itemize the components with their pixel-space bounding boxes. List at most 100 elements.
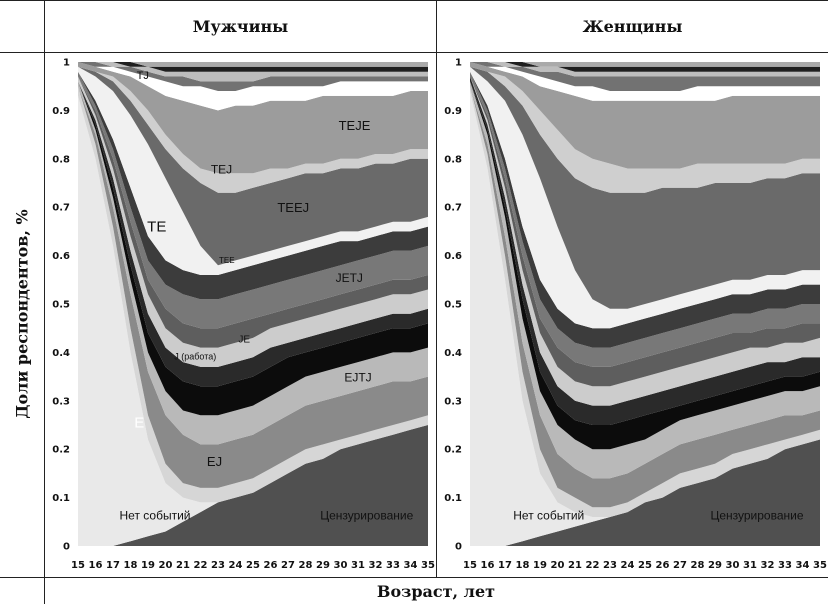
series-area-0-14: [78, 62, 428, 174]
x-tick-label: 15: [71, 560, 85, 571]
x-tick-label: 25: [638, 560, 652, 571]
series-area-0-0: [78, 396, 428, 546]
chart-men: 0 0.1 0.2 0.3 0.4 0.5 0.6 0.7 0.8 0.9 1 15 16 17 18 19 2…: [52, 58, 435, 572]
x-tick-label: 19: [141, 560, 155, 571]
x-tick-label: 34: [404, 560, 418, 571]
x-tick-label: 18: [516, 560, 530, 571]
top-border: [0, 0, 828, 1]
series-label: TEEJ: [277, 200, 309, 215]
y-tick-label: 0.6: [444, 251, 462, 262]
series-label: Цензурирование: [320, 508, 413, 522]
x-tick-label: 16: [481, 560, 495, 571]
series-area-0-18: [78, 62, 428, 72]
x-tick-label: 25: [246, 560, 260, 571]
series-label: TEJ: [211, 162, 232, 176]
x-tick-label: 33: [386, 560, 400, 571]
y-tick-label: 0.8: [444, 154, 462, 165]
series-area-1-0: [470, 425, 820, 546]
y-tick-label: 0.3: [444, 396, 462, 407]
series-label: Нет событий: [120, 508, 191, 522]
y-axis-title-text: Доли респондентов, %: [12, 209, 32, 419]
series-area-1-11: [470, 66, 820, 329]
x-tick-label: 15: [463, 560, 477, 571]
series-label: EJ: [207, 454, 222, 469]
series-area-1-15: [470, 62, 820, 101]
x-tick-label: 21: [568, 560, 582, 571]
x-tick-label: 24: [621, 560, 635, 571]
x-tick-label: 31: [351, 560, 365, 571]
x-tick-label: 32: [761, 560, 775, 571]
y-tick-label: 0.9: [52, 106, 70, 117]
series-area-0-13: [78, 66, 428, 193]
y-tick-label: 0.1: [52, 493, 70, 504]
series-label: JETJ: [336, 271, 363, 285]
y-tick-label: 0.1: [444, 493, 462, 504]
y-tick-label: 0.7: [444, 203, 462, 214]
y-tick-label: 0.9: [444, 106, 462, 117]
series-area-1-12: [470, 66, 820, 309]
y-tick-label: 0.3: [52, 396, 70, 407]
center-column-divider: [436, 0, 437, 577]
x-tick-label: 20: [551, 560, 565, 571]
panel-title-right: Женщины: [582, 16, 683, 36]
x-tick-label: 19: [533, 560, 547, 571]
series-area-0-10: [78, 71, 428, 300]
x-tick-label: 31: [743, 560, 757, 571]
series-label: TEJE: [339, 118, 371, 133]
x-tick-label: 28: [299, 560, 313, 571]
y-tick-label: 0.4: [444, 348, 462, 359]
x-tick-label: 33: [778, 560, 792, 571]
y-tick-label: 0.8: [52, 154, 70, 165]
y-tick-label: 1: [63, 58, 70, 69]
series-label: JE: [238, 335, 250, 346]
y-tick-label: 0.2: [52, 445, 70, 456]
series-label: Нет событий: [513, 508, 584, 522]
x-tick-label: 26: [656, 560, 670, 571]
series-label: Цензурирование: [710, 508, 803, 522]
series-label: TJ: [137, 70, 149, 82]
series-area-0-19: [78, 62, 428, 67]
x-tick-label: 21: [176, 560, 190, 571]
x-tick-label: 27: [281, 560, 295, 571]
x-tick-label: 16: [89, 560, 103, 571]
footer-divider: [0, 577, 828, 578]
series-area-0-1: [78, 95, 428, 547]
header-divider: [0, 52, 828, 53]
x-tick-label: 32: [369, 560, 383, 571]
series-area-1-1: [470, 91, 820, 546]
x-tick-label: 23: [603, 560, 617, 571]
series-area-1-18: [470, 62, 820, 72]
series-area-1-19: [470, 62, 820, 67]
panel-title-left: Мужчины: [192, 16, 289, 36]
series-area-0-12: [78, 66, 428, 266]
x-tick-label: 30: [726, 560, 740, 571]
series-label: J (работа): [174, 352, 216, 362]
x-tick-label: 24: [229, 560, 243, 571]
series-label: TE: [147, 218, 166, 235]
x-tick-label: 28: [691, 560, 705, 571]
x-tick-label: 34: [796, 560, 810, 571]
x-tick-label: 20: [159, 560, 173, 571]
x-tick-label: 35: [421, 560, 435, 571]
x-tick-label: 29: [708, 560, 722, 571]
series-label: E: [134, 414, 144, 431]
x-tick-label: 30: [334, 560, 348, 571]
y-axis-title: Доли респондентов, %: [0, 52, 44, 576]
x-tick-label: 23: [211, 560, 225, 571]
x-tick-label: 29: [316, 560, 330, 571]
series-area-1-17: [470, 62, 820, 77]
y-tick-label: 0: [63, 542, 70, 553]
x-tick-label: 35: [813, 560, 827, 571]
y-tick-label: 0: [455, 542, 462, 553]
y-tick-label: 0.4: [52, 348, 70, 359]
series-area-0-11: [78, 66, 428, 275]
x-tick-label: 27: [673, 560, 687, 571]
series-area-1-14: [470, 62, 820, 169]
chart-women: 0 0.1 0.2 0.3 0.4 0.5 0.6 0.7 0.8 0.9 1 15 16 17 18 19 2…: [444, 58, 827, 572]
x-axis-title: Возраст, лет: [376, 581, 496, 601]
x-tick-label: 22: [194, 560, 208, 571]
y-tick-label: 0.2: [444, 445, 462, 456]
y-tick-label: 0.5: [52, 300, 70, 311]
y-tick-label: 1: [455, 58, 462, 69]
series-label: TEE: [219, 256, 235, 265]
